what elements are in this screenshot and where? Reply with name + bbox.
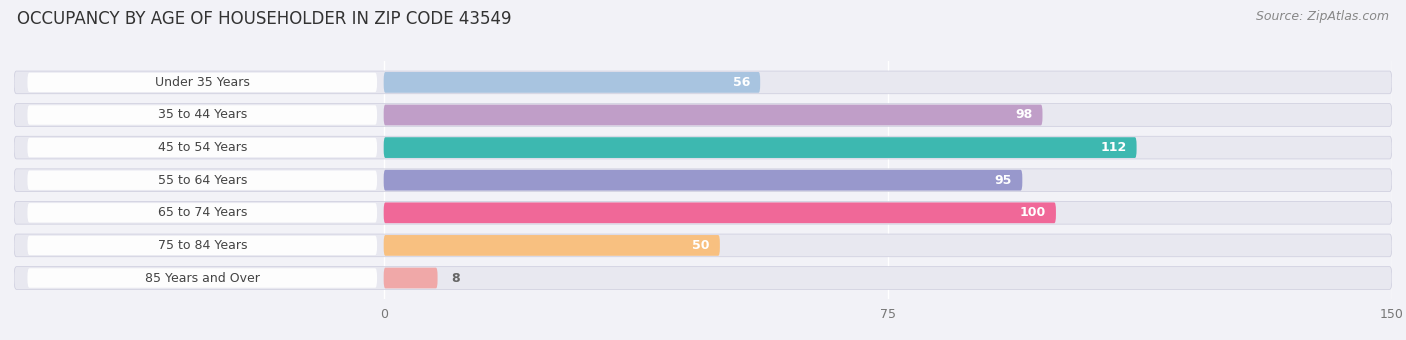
- Text: 56: 56: [733, 76, 749, 89]
- FancyBboxPatch shape: [384, 105, 1042, 125]
- Text: 50: 50: [692, 239, 710, 252]
- Text: OCCUPANCY BY AGE OF HOUSEHOLDER IN ZIP CODE 43549: OCCUPANCY BY AGE OF HOUSEHOLDER IN ZIP C…: [17, 10, 512, 28]
- FancyBboxPatch shape: [28, 236, 377, 255]
- FancyBboxPatch shape: [14, 169, 1392, 191]
- Text: 85 Years and Over: 85 Years and Over: [145, 272, 260, 285]
- FancyBboxPatch shape: [384, 268, 437, 288]
- Text: 100: 100: [1019, 206, 1046, 219]
- Text: Under 35 Years: Under 35 Years: [155, 76, 250, 89]
- FancyBboxPatch shape: [28, 138, 377, 157]
- FancyBboxPatch shape: [14, 267, 1392, 289]
- FancyBboxPatch shape: [384, 235, 720, 256]
- Text: 65 to 74 Years: 65 to 74 Years: [157, 206, 247, 219]
- Text: 8: 8: [451, 272, 460, 285]
- Text: 35 to 44 Years: 35 to 44 Years: [157, 108, 247, 121]
- Text: 98: 98: [1015, 108, 1032, 121]
- FancyBboxPatch shape: [28, 268, 377, 288]
- Text: 112: 112: [1101, 141, 1126, 154]
- FancyBboxPatch shape: [14, 202, 1392, 224]
- Text: Source: ZipAtlas.com: Source: ZipAtlas.com: [1256, 10, 1389, 23]
- Text: 75 to 84 Years: 75 to 84 Years: [157, 239, 247, 252]
- FancyBboxPatch shape: [14, 234, 1392, 257]
- Text: 45 to 54 Years: 45 to 54 Years: [157, 141, 247, 154]
- FancyBboxPatch shape: [14, 104, 1392, 126]
- FancyBboxPatch shape: [384, 72, 761, 93]
- Text: 55 to 64 Years: 55 to 64 Years: [157, 174, 247, 187]
- FancyBboxPatch shape: [14, 71, 1392, 94]
- FancyBboxPatch shape: [28, 105, 377, 125]
- FancyBboxPatch shape: [28, 73, 377, 92]
- FancyBboxPatch shape: [384, 202, 1056, 223]
- FancyBboxPatch shape: [28, 203, 377, 222]
- FancyBboxPatch shape: [384, 170, 1022, 190]
- FancyBboxPatch shape: [14, 136, 1392, 159]
- FancyBboxPatch shape: [28, 170, 377, 190]
- Text: 95: 95: [995, 174, 1012, 187]
- FancyBboxPatch shape: [384, 137, 1136, 158]
